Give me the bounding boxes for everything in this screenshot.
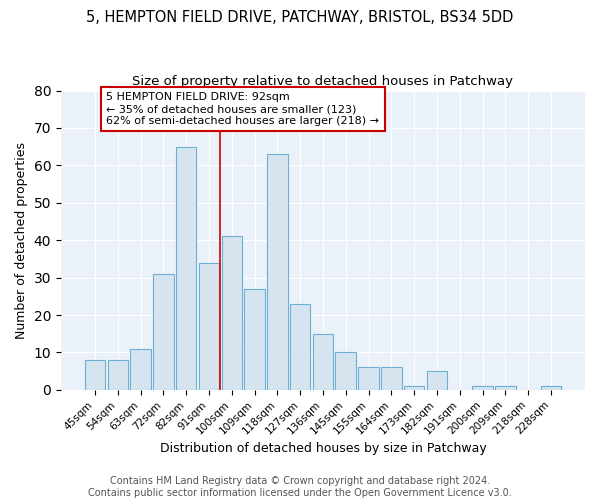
Bar	[130, 348, 151, 390]
Text: 5, HEMPTON FIELD DRIVE, PATCHWAY, BRISTOL, BS34 5DD: 5, HEMPTON FIELD DRIVE, PATCHWAY, BRISTO…	[86, 10, 514, 25]
Bar	[472, 386, 493, 390]
Bar	[107, 360, 128, 390]
Bar	[244, 289, 265, 390]
Title: Size of property relative to detached houses in Patchway: Size of property relative to detached ho…	[133, 75, 514, 88]
Bar	[427, 371, 447, 390]
Bar	[221, 236, 242, 390]
Bar	[541, 386, 561, 390]
Bar	[381, 368, 401, 390]
Bar	[176, 146, 196, 390]
Bar	[313, 334, 333, 390]
Bar	[85, 360, 105, 390]
X-axis label: Distribution of detached houses by size in Patchway: Distribution of detached houses by size …	[160, 442, 487, 455]
Y-axis label: Number of detached properties: Number of detached properties	[15, 142, 28, 338]
Bar	[495, 386, 515, 390]
Bar	[267, 154, 287, 390]
Text: Contains HM Land Registry data © Crown copyright and database right 2024.
Contai: Contains HM Land Registry data © Crown c…	[88, 476, 512, 498]
Bar	[290, 304, 310, 390]
Bar	[404, 386, 424, 390]
Bar	[335, 352, 356, 390]
Bar	[358, 368, 379, 390]
Text: 5 HEMPTON FIELD DRIVE: 92sqm
← 35% of detached houses are smaller (123)
62% of s: 5 HEMPTON FIELD DRIVE: 92sqm ← 35% of de…	[106, 92, 379, 126]
Bar	[153, 274, 173, 390]
Bar	[199, 262, 219, 390]
